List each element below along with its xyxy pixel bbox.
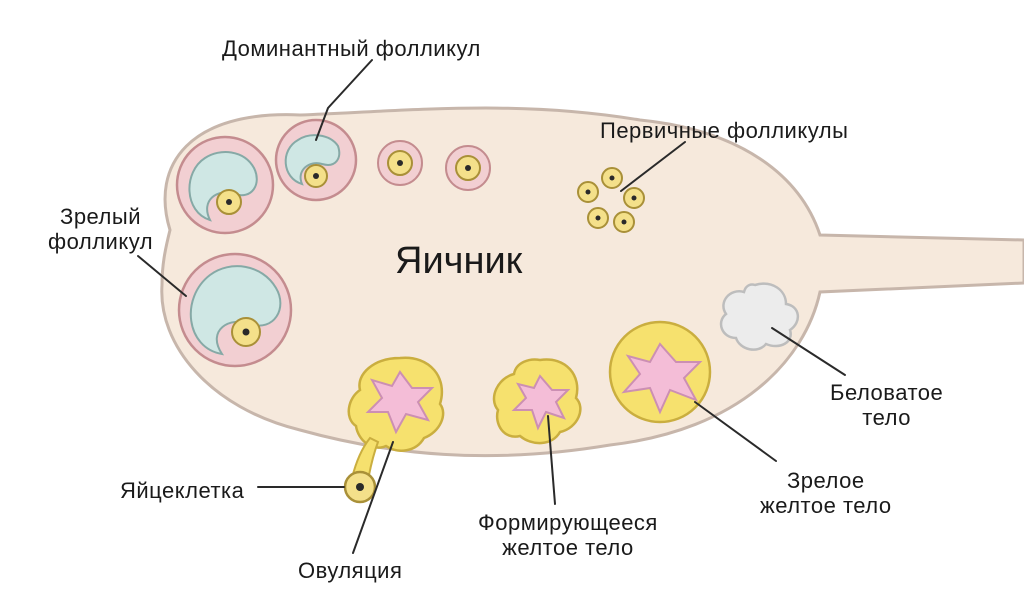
label-forming-cl: Формирующееся желтое тело [478, 510, 658, 561]
diagram-stage: Яичник Доминантный фолликул Первичные фо… [0, 0, 1024, 601]
label-albicans: Беловатое тело [830, 380, 943, 431]
ovulation-structure [345, 358, 443, 502]
dominant-follicle [276, 120, 356, 200]
label-mature-follicle: Зрелый фолликул [48, 204, 153, 255]
antral-follicle-2 [446, 146, 490, 190]
mature-follicle [179, 254, 291, 366]
preovulatory-follicle [177, 137, 273, 233]
diagram-title: Яичник [395, 240, 522, 283]
mature-corpus-luteum [610, 322, 710, 422]
label-egg: Яйцеклетка [120, 478, 244, 503]
antral-follicle-1 [378, 141, 422, 185]
label-primary: Первичные фолликулы [600, 118, 848, 143]
label-dominant: Доминантный фолликул [222, 36, 481, 61]
label-ovulation: Овуляция [298, 558, 402, 583]
label-mature-cl: Зрелое желтое тело [760, 468, 892, 519]
